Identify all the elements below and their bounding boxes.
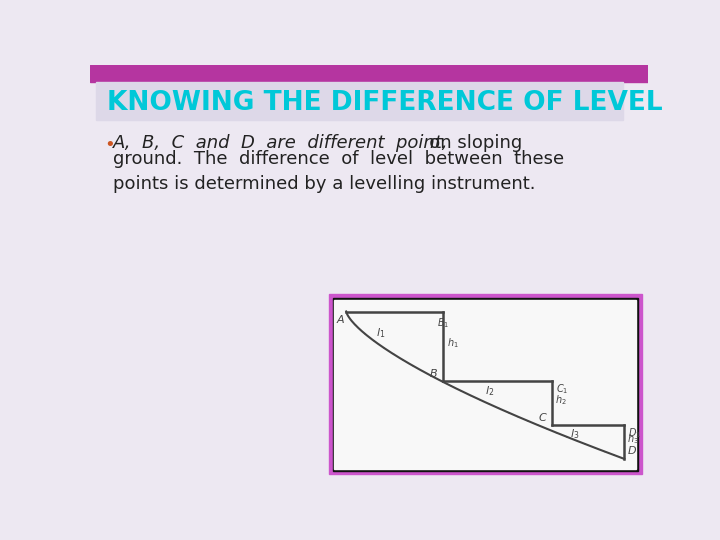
Text: D: D xyxy=(627,446,636,456)
Text: C: C xyxy=(539,414,546,423)
Text: $C_1$: $C_1$ xyxy=(557,382,569,396)
Text: KNOWING THE DIFFERENCE OF LEVEL: KNOWING THE DIFFERENCE OF LEVEL xyxy=(107,90,662,116)
Text: $h_1$: $h_1$ xyxy=(447,336,459,350)
Bar xyxy=(334,300,636,469)
Text: •: • xyxy=(104,136,114,154)
Text: A: A xyxy=(336,315,344,325)
Text: $l_1$: $l_1$ xyxy=(377,326,386,340)
Text: $l_2$: $l_2$ xyxy=(485,384,495,399)
Bar xyxy=(329,294,642,475)
Text: $B_1$: $B_1$ xyxy=(437,316,449,330)
Text: B: B xyxy=(430,369,438,380)
Bar xyxy=(96,82,624,120)
Text: A,  B,  C  and  D  are  different  point,: A, B, C and D are different point, xyxy=(113,134,449,152)
Text: $h_3$: $h_3$ xyxy=(627,432,639,445)
Text: $l_3$: $l_3$ xyxy=(570,427,579,441)
Text: $h_2$: $h_2$ xyxy=(555,393,567,407)
Text: on sloping: on sloping xyxy=(113,134,523,152)
Text: ground.  The  difference  of  level  between  these
points is determined by a le: ground. The difference of level between … xyxy=(113,150,564,193)
Text: $D_1$: $D_1$ xyxy=(628,427,642,440)
Bar xyxy=(333,298,638,470)
Bar xyxy=(90,65,648,82)
